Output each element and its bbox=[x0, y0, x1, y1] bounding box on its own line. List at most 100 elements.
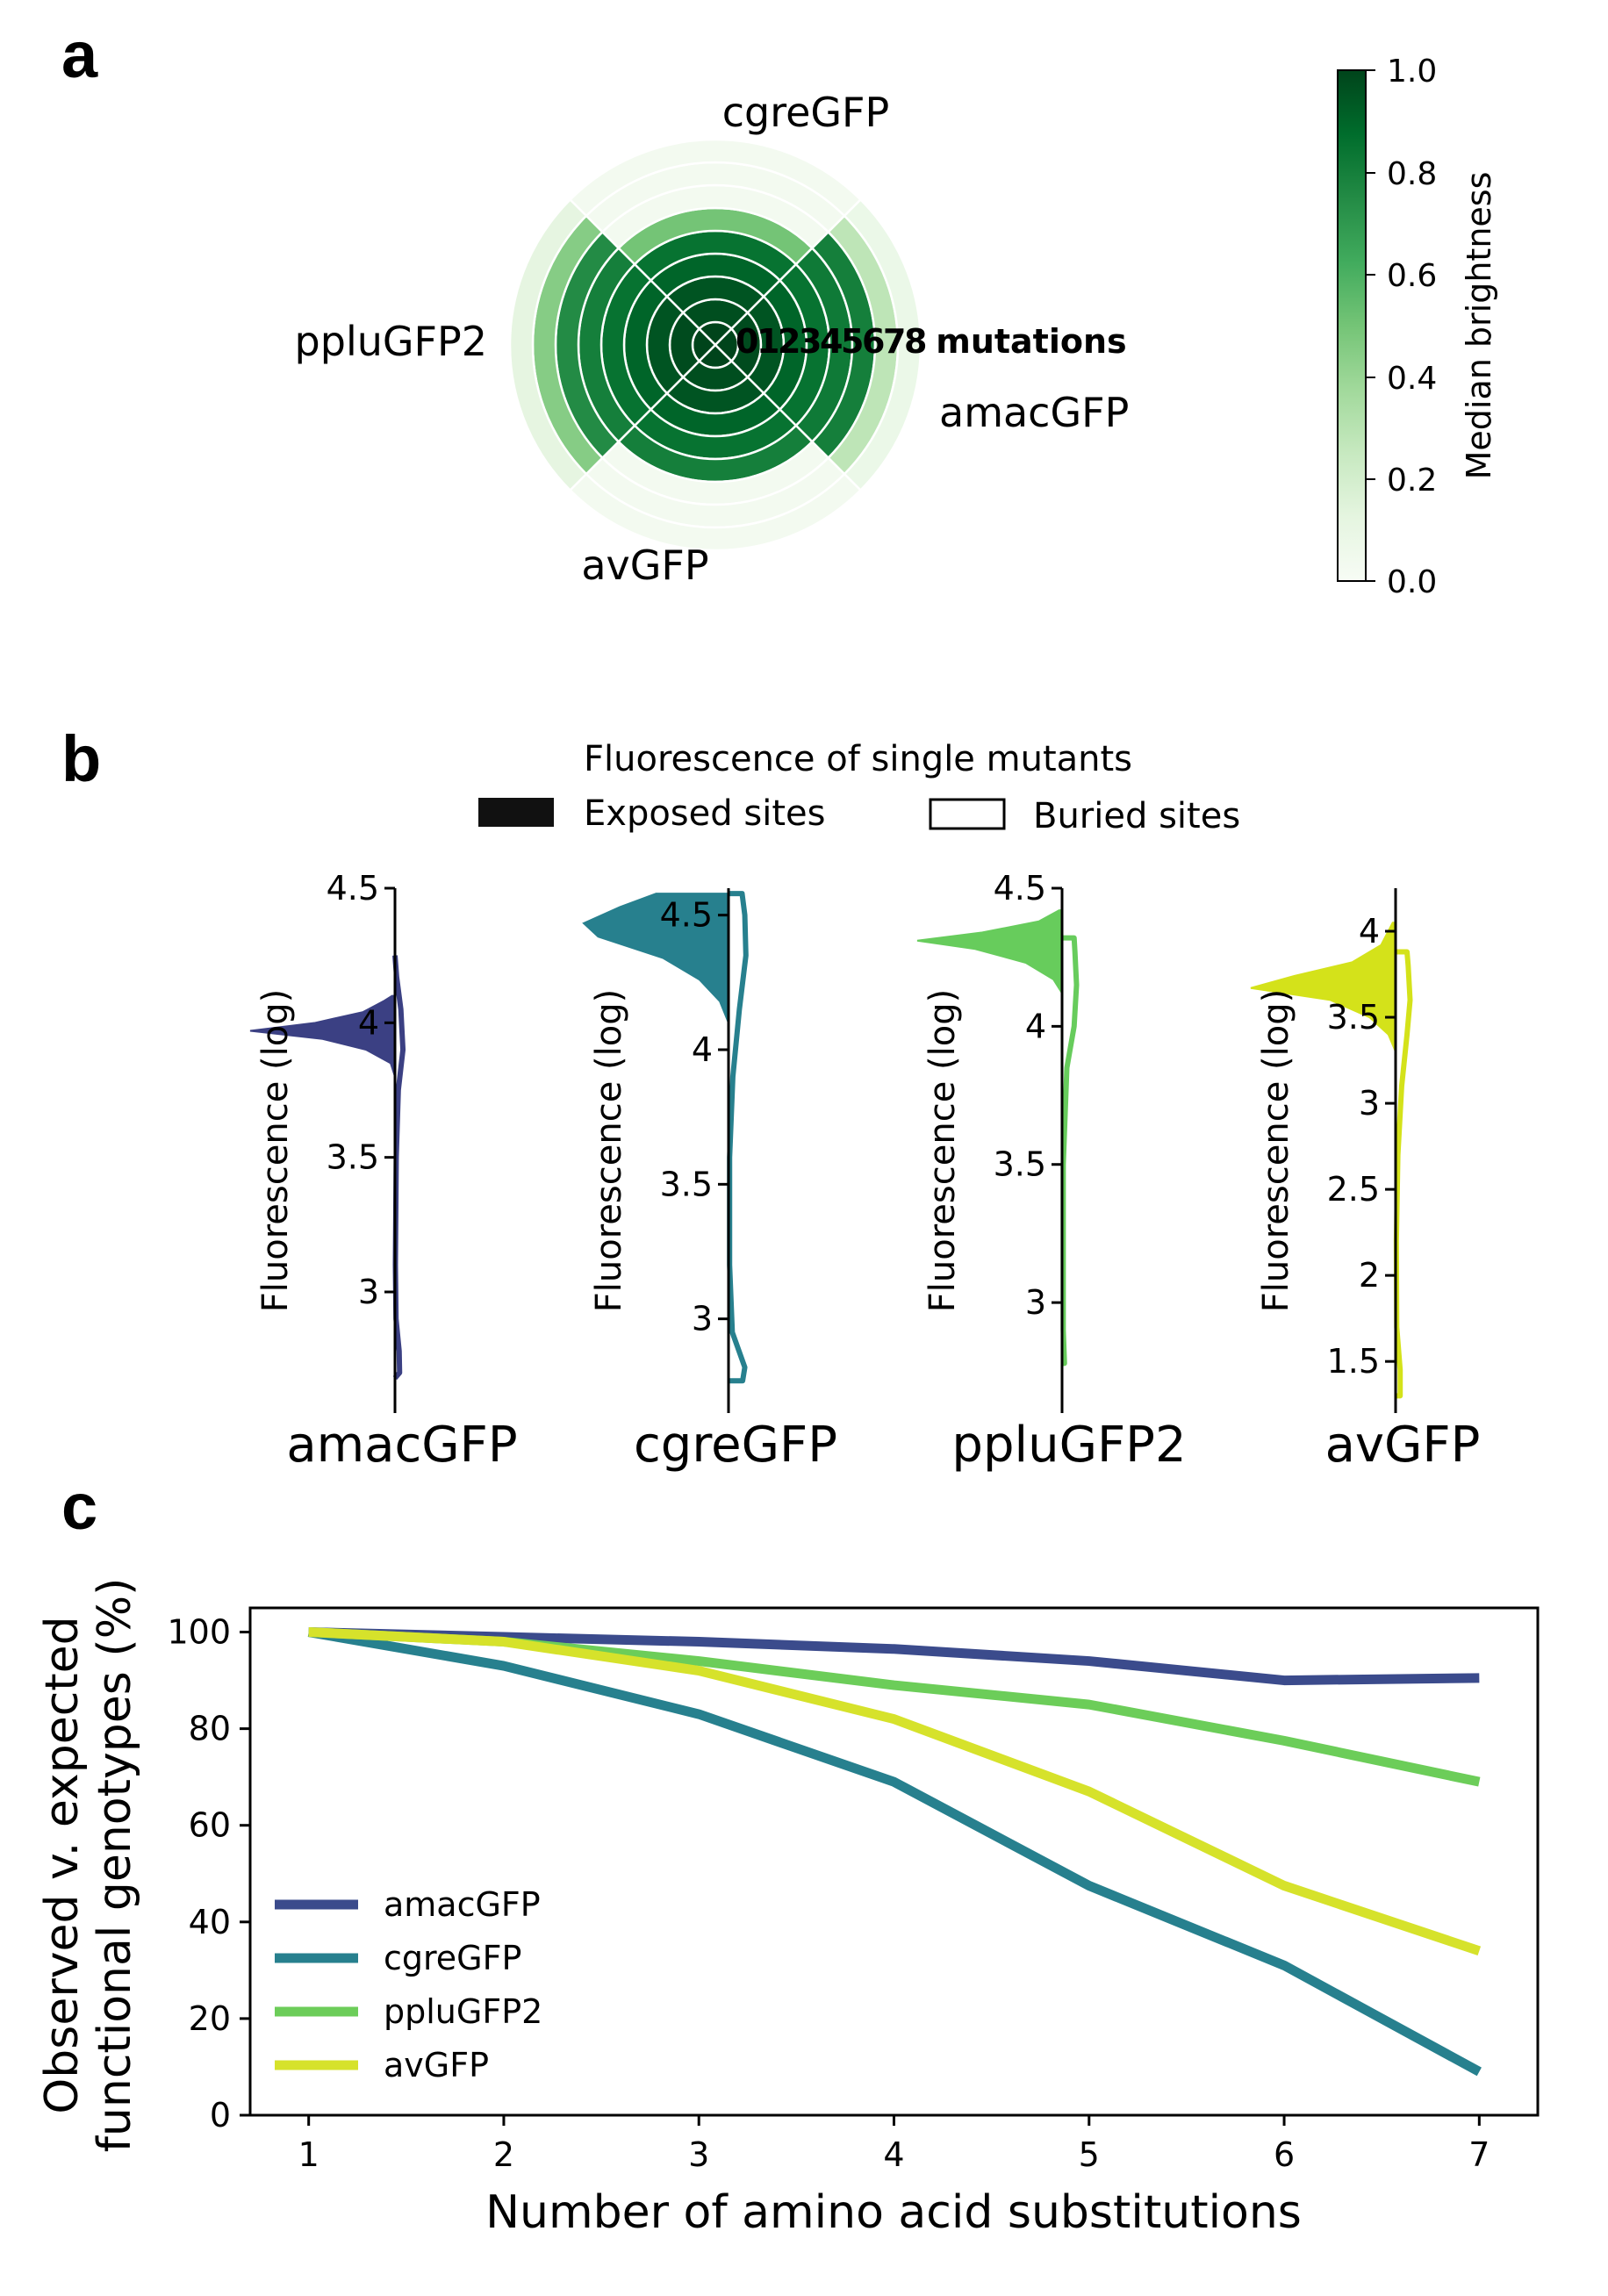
ring-label-3: 3 bbox=[799, 322, 822, 361]
y-tick-0: 0 bbox=[210, 2096, 231, 2135]
violin-tick-amacgfp-1: 3.5 bbox=[327, 1138, 379, 1177]
y-tick-2: 40 bbox=[189, 1903, 231, 1941]
violin-exposed-amacgfp bbox=[249, 994, 396, 1077]
x-tick-0: 1 bbox=[298, 2135, 319, 2174]
colorbar: 0.0 0.2 0.4 0.6 0.8 1.0 Median brightnes… bbox=[1337, 54, 1498, 600]
violin-legend-title: Fluorescence of single mutants bbox=[584, 739, 1132, 779]
violin-tick-avgfp-1: 2 bbox=[1359, 1256, 1380, 1295]
ring-label-0: 0 bbox=[736, 322, 758, 361]
x-tick-2: 3 bbox=[688, 2135, 709, 2174]
line-axes: 1 2 3 4 5 6 7 0 20 40 60 80 100 bbox=[167, 1613, 1490, 2174]
violin-name-amacgfp: amacGFP bbox=[286, 1417, 517, 1474]
violin-tick-pplugfp2-1: 3.5 bbox=[994, 1145, 1046, 1184]
line-pplugfp2 bbox=[308, 1627, 1481, 1787]
colorbar-ticks: 0.0 0.2 0.4 0.6 0.8 1.0 bbox=[1387, 54, 1437, 600]
violin-tick-amacgfp-2: 4 bbox=[358, 1003, 379, 1042]
ring-label-5: 5 bbox=[841, 322, 864, 361]
polar-cells bbox=[508, 138, 922, 552]
violin-tick-pplugfp2-2: 4 bbox=[1025, 1007, 1046, 1045]
violin-tick-cgregfp-3: 4.5 bbox=[660, 896, 713, 935]
colorbar-gradient bbox=[1337, 69, 1367, 582]
violin-name-pplugfp2: ppluGFP2 bbox=[951, 1417, 1186, 1474]
y-axis-label-line-2: functional genotypes (%) bbox=[89, 1578, 141, 2153]
violins: 3 3.5 4 4.5 Fluorescence (log) amacGFP 3 3.5 4 4.… bbox=[249, 869, 1480, 1474]
violin-tick-cgregfp-1: 3.5 bbox=[660, 1165, 713, 1203]
violin-tick-amacgfp-0: 3 bbox=[358, 1273, 379, 1311]
violin-amacgfp: 3 3.5 4 4.5 Fluorescence (log) amacGFP bbox=[249, 869, 518, 1474]
ring-label-7: 7 bbox=[883, 322, 906, 361]
segment-label-pplugfp2: ppluGFP2 bbox=[295, 318, 487, 365]
segment-label-cgregfp: cgreGFP bbox=[722, 89, 890, 136]
colorbar-tick-1: 0.2 bbox=[1387, 463, 1437, 499]
y-axis-label-line-1: Observed v. expected bbox=[36, 1616, 89, 2113]
y-tick-1: 20 bbox=[189, 1999, 231, 2038]
violin-exposed-cgregfp bbox=[582, 893, 729, 1023]
violin-buried-cgregfp bbox=[727, 891, 749, 1384]
violin-tick-pplugfp2-0: 3 bbox=[1025, 1283, 1046, 1322]
legend-buried-label: Buried sites bbox=[1033, 796, 1240, 836]
panel-a-label: a bbox=[61, 18, 98, 91]
violin-tick-amacgfp-3: 4.5 bbox=[327, 869, 379, 908]
polar-cell-pplugfp2-8 bbox=[508, 197, 588, 492]
violin-tick-avgfp-5: 4 bbox=[1359, 912, 1380, 951]
violin-ylabel-avgfp: Fluorescence (log) bbox=[1256, 989, 1296, 1312]
legend-label-cgregfp: cgreGFP bbox=[384, 1939, 521, 1977]
violin-tick-pplugfp2-3: 4.5 bbox=[994, 869, 1046, 908]
violin-tick-cgregfp-0: 3 bbox=[692, 1300, 713, 1338]
segment-label-avgfp: avGFP bbox=[581, 542, 708, 589]
colorbar-tick-3: 0.6 bbox=[1387, 258, 1437, 294]
violin-buried-pplugfp2 bbox=[1060, 935, 1080, 1367]
legend-label-avgfp: avGFP bbox=[384, 2046, 489, 2084]
x-tick-5: 6 bbox=[1274, 2135, 1295, 2174]
colorbar-tick-4: 0.8 bbox=[1387, 156, 1437, 192]
legend-exposed-swatch bbox=[478, 798, 554, 827]
ring-label-8: 8 bbox=[904, 322, 927, 361]
violin-tick-avgfp-4: 3.5 bbox=[1327, 998, 1380, 1037]
panel-c-label: c bbox=[61, 1470, 97, 1543]
ring-label-2: 2 bbox=[778, 322, 800, 361]
x-tick-6: 7 bbox=[1468, 2135, 1490, 2174]
x-tick-1: 2 bbox=[493, 2135, 514, 2174]
violin-pplugfp2: 3 3.5 4 4.5 Fluorescence (log) ppluGFP2 bbox=[916, 869, 1187, 1474]
violin-tick-avgfp-0: 1.5 bbox=[1327, 1342, 1380, 1381]
legend-label-pplugfp2: ppluGFP2 bbox=[384, 1992, 542, 2031]
legend-label-amacgfp: amacGFP bbox=[384, 1885, 541, 1924]
colorbar-tick-5: 1.0 bbox=[1387, 54, 1437, 90]
line-avgfp bbox=[308, 1627, 1482, 1956]
x-tick-3: 4 bbox=[883, 2135, 904, 2174]
ring-labels: 0 1 2 3 4 5 6 7 8 mutations bbox=[736, 322, 1127, 361]
violin-tick-avgfp-2: 2.5 bbox=[1327, 1170, 1380, 1209]
colorbar-label: Median brightness bbox=[1460, 172, 1498, 480]
violin-exposed-pplugfp2 bbox=[916, 909, 1063, 997]
ring-label-4: 4 bbox=[820, 322, 843, 361]
line-series bbox=[307, 1627, 1482, 2077]
violin-exposed-avgfp bbox=[1250, 922, 1396, 1052]
x-tick-4: 5 bbox=[1079, 2135, 1100, 2174]
violin-ylabel-pplugfp2: Fluorescence (log) bbox=[922, 989, 963, 1312]
violin-ylabel-amacgfp: Fluorescence (log) bbox=[255, 989, 296, 1312]
violin-ylabel-cgregfp: Fluorescence (log) bbox=[589, 989, 629, 1312]
colorbar-tick-0: 0.0 bbox=[1387, 564, 1437, 600]
x-axis-label: Number of amino acid substitutions bbox=[485, 2186, 1302, 2239]
ring-label-1: 1 bbox=[757, 322, 779, 361]
violin-avgfp: 1.5 2 2.5 3 3.5 4 Fluorescence (log) avGFP bbox=[1250, 888, 1480, 1474]
line-legend: amacGFP cgreGFP ppluGFP2 avGFP bbox=[275, 1885, 542, 2084]
polar-heatmap: cgreGFP amacGFP avGFP ppluGFP2 0 1 2 3 4… bbox=[295, 89, 1130, 589]
violin-tick-avgfp-3: 3 bbox=[1359, 1084, 1380, 1123]
segment-label-amacgfp: amacGFP bbox=[939, 389, 1129, 436]
violin-buried-avgfp bbox=[1393, 949, 1413, 1399]
panel-b-label: b bbox=[61, 722, 101, 795]
y-tick-5: 100 bbox=[167, 1613, 231, 1652]
line-cgregfp bbox=[307, 1627, 1482, 2077]
violin-tick-cgregfp-2: 4 bbox=[692, 1030, 713, 1069]
y-tick-4: 80 bbox=[189, 1710, 231, 1748]
legend-exposed-label: Exposed sites bbox=[584, 793, 825, 834]
line-chart: 1 2 3 4 5 6 7 0 20 40 60 80 100 Number of amino acid… bbox=[36, 1578, 1540, 2239]
colorbar-tick-2: 0.4 bbox=[1387, 361, 1437, 397]
colorbar-tick-marks bbox=[1366, 69, 1375, 582]
legend-buried-swatch bbox=[929, 798, 1006, 830]
violin-cgregfp: 3 3.5 4 4.5 Fluorescence (log) cgreGFP bbox=[582, 888, 837, 1474]
violin-name-cgregfp: cgreGFP bbox=[634, 1417, 837, 1474]
violin-panel: Fluorescence of single mutants Exposed s… bbox=[249, 739, 1480, 1474]
